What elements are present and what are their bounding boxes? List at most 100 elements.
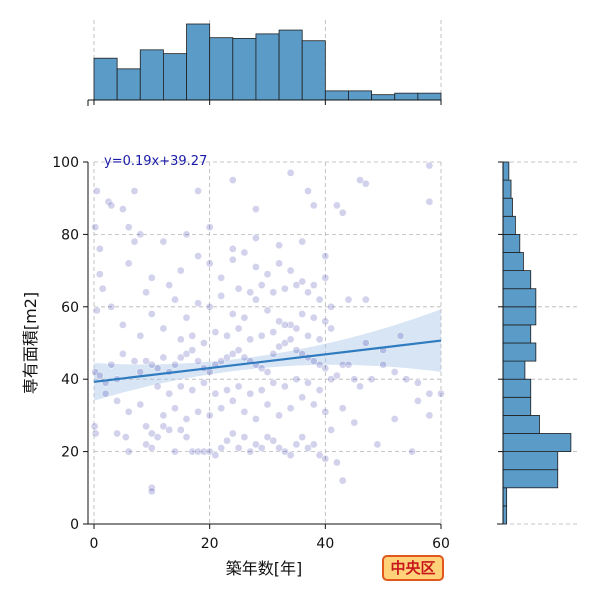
data-point — [361, 339, 370, 347]
data-point — [217, 404, 226, 413]
y-tick-label: 100 — [52, 155, 79, 171]
data-point — [142, 440, 150, 449]
data-point — [188, 447, 197, 456]
data-point — [263, 433, 272, 441]
x-axis-label: 築年数[年] — [226, 559, 303, 578]
data-point — [414, 397, 422, 405]
data-point — [292, 346, 301, 355]
right-hist-bar — [502, 324, 532, 344]
data-point — [246, 335, 255, 344]
data-point — [234, 444, 243, 452]
data-point — [304, 187, 312, 195]
data-point — [257, 386, 266, 394]
data-point — [136, 400, 145, 409]
data-point — [379, 360, 388, 369]
data-point — [298, 237, 307, 246]
data-point — [240, 433, 249, 441]
data-point — [223, 331, 231, 340]
data-point — [402, 375, 411, 384]
data-point — [298, 310, 307, 318]
data-point — [414, 378, 422, 387]
right-hist-bar — [502, 469, 559, 489]
data-point — [223, 353, 231, 362]
data-point — [252, 295, 260, 304]
data-point — [234, 346, 243, 355]
data-point — [159, 353, 168, 362]
x-tick-label: 60 — [432, 536, 450, 552]
data-point — [176, 335, 185, 344]
data-point — [263, 368, 272, 376]
data-point — [124, 223, 133, 232]
y-tick-label: 60 — [61, 300, 79, 316]
data-point — [130, 187, 139, 195]
top-hist-bar — [348, 90, 373, 101]
data-point — [269, 378, 278, 387]
axes: 0 20 40 60 0 20 40 60 80 100 — [52, 99, 504, 552]
data-point — [153, 433, 162, 441]
data-point — [367, 375, 376, 384]
data-point — [159, 422, 168, 431]
data-point — [321, 454, 330, 463]
data-point — [315, 451, 324, 460]
data-point — [217, 292, 226, 300]
data-point — [147, 487, 156, 496]
data-point — [171, 360, 179, 369]
right-hist-bar — [502, 197, 513, 217]
right-hist-bar — [502, 252, 524, 272]
right-hist-bar — [502, 433, 572, 453]
data-point — [113, 397, 121, 405]
data-point — [356, 176, 364, 184]
data-point — [321, 317, 330, 326]
data-point — [356, 382, 364, 391]
scatter-points — [90, 161, 445, 496]
data-point — [205, 411, 214, 420]
ward-badge: 中央区 — [382, 555, 444, 581]
data-point — [211, 389, 220, 398]
data-point — [275, 444, 283, 452]
right-marginal-histogram — [502, 161, 572, 525]
data-point — [275, 259, 283, 268]
data-point — [269, 350, 278, 358]
data-point — [205, 259, 214, 268]
data-point — [107, 302, 116, 311]
data-point — [408, 447, 416, 456]
data-point — [121, 433, 130, 441]
data-point — [228, 429, 237, 438]
top-hist-bar — [139, 49, 164, 101]
x-tick-label: 40 — [316, 536, 334, 552]
top-hist-bar — [324, 90, 349, 101]
data-point — [292, 375, 301, 384]
data-point — [119, 205, 127, 213]
data-point — [425, 197, 434, 206]
y-tick-label: 0 — [70, 517, 79, 533]
data-point — [159, 411, 168, 420]
top-hist-bar — [278, 29, 303, 101]
right-hist-bar — [502, 288, 537, 308]
data-point — [286, 321, 295, 329]
data-point — [252, 205, 260, 213]
data-point — [298, 393, 307, 402]
data-point — [304, 378, 312, 387]
data-point — [95, 371, 104, 380]
data-point — [275, 317, 283, 326]
data-point — [136, 331, 145, 340]
data-point — [309, 313, 318, 322]
right-hist-bar — [502, 161, 510, 181]
data-point — [321, 273, 330, 282]
data-point — [252, 415, 260, 423]
data-point — [275, 411, 283, 420]
data-point — [153, 382, 162, 391]
data-point — [205, 447, 214, 456]
data-point — [304, 444, 312, 452]
data-point — [182, 415, 191, 423]
regression-equation: y=0.19x+39.27 — [104, 154, 207, 169]
data-point — [425, 411, 434, 420]
data-point — [136, 230, 145, 239]
data-point — [240, 353, 249, 362]
top-hist-bar — [232, 38, 257, 101]
data-point — [147, 360, 156, 369]
right-hist-bar — [502, 179, 512, 199]
data-point — [176, 353, 185, 362]
data-point — [176, 382, 185, 391]
data-point — [344, 360, 353, 369]
